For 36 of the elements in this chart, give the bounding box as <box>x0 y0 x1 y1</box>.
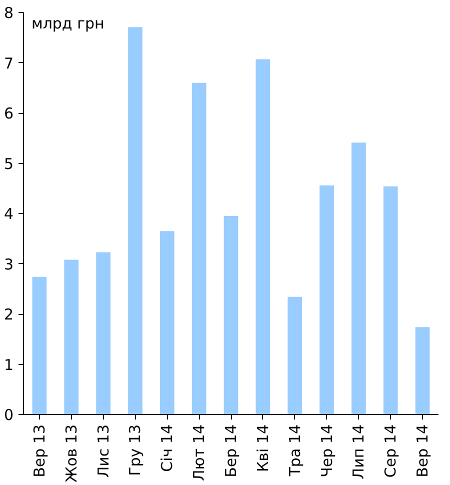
y-tick-label: 4 <box>4 205 14 223</box>
bar <box>224 216 238 414</box>
bar <box>96 252 110 414</box>
x-tick-label: Лют 14 <box>190 424 208 481</box>
x-tick-label: Вер 14 <box>414 424 432 478</box>
bar <box>32 276 47 414</box>
bar <box>383 186 398 414</box>
y-tick-label: 1 <box>4 356 14 374</box>
y-tick-label: 3 <box>4 255 14 274</box>
x-tick-label: Гру 13 <box>126 424 144 476</box>
y-tick-label: 5 <box>4 154 14 173</box>
y-tick-label: 0 <box>4 406 14 424</box>
bar <box>320 185 334 414</box>
bar <box>415 327 430 414</box>
bar <box>352 142 366 414</box>
x-tick-label: Січ 14 <box>158 424 176 472</box>
bar <box>256 59 270 414</box>
x-tick-label: Вер 13 <box>30 424 48 478</box>
y-tick-label: 8 <box>4 4 14 22</box>
x-tick-label: Чер 14 <box>318 424 336 478</box>
bar <box>160 231 174 414</box>
y-tick-label: 6 <box>4 104 14 122</box>
x-tick-label: Тра 14 <box>286 424 304 478</box>
bar <box>64 260 79 414</box>
y-tick-label: 7 <box>4 54 14 72</box>
y-tick-label: 2 <box>4 306 14 324</box>
x-tick-label: Бер 14 <box>222 424 240 478</box>
x-tick-label: Лип 14 <box>350 424 368 480</box>
x-tick-label: Жов 13 <box>62 424 80 483</box>
bar <box>128 27 142 414</box>
x-tick-label: Сер 14 <box>382 424 400 478</box>
bar <box>288 296 302 414</box>
bar <box>192 82 206 414</box>
x-tick-label: Лис 13 <box>94 424 112 478</box>
y-axis-title: млрд грн <box>32 14 104 32</box>
x-tick-label: Кві 14 <box>254 424 272 472</box>
